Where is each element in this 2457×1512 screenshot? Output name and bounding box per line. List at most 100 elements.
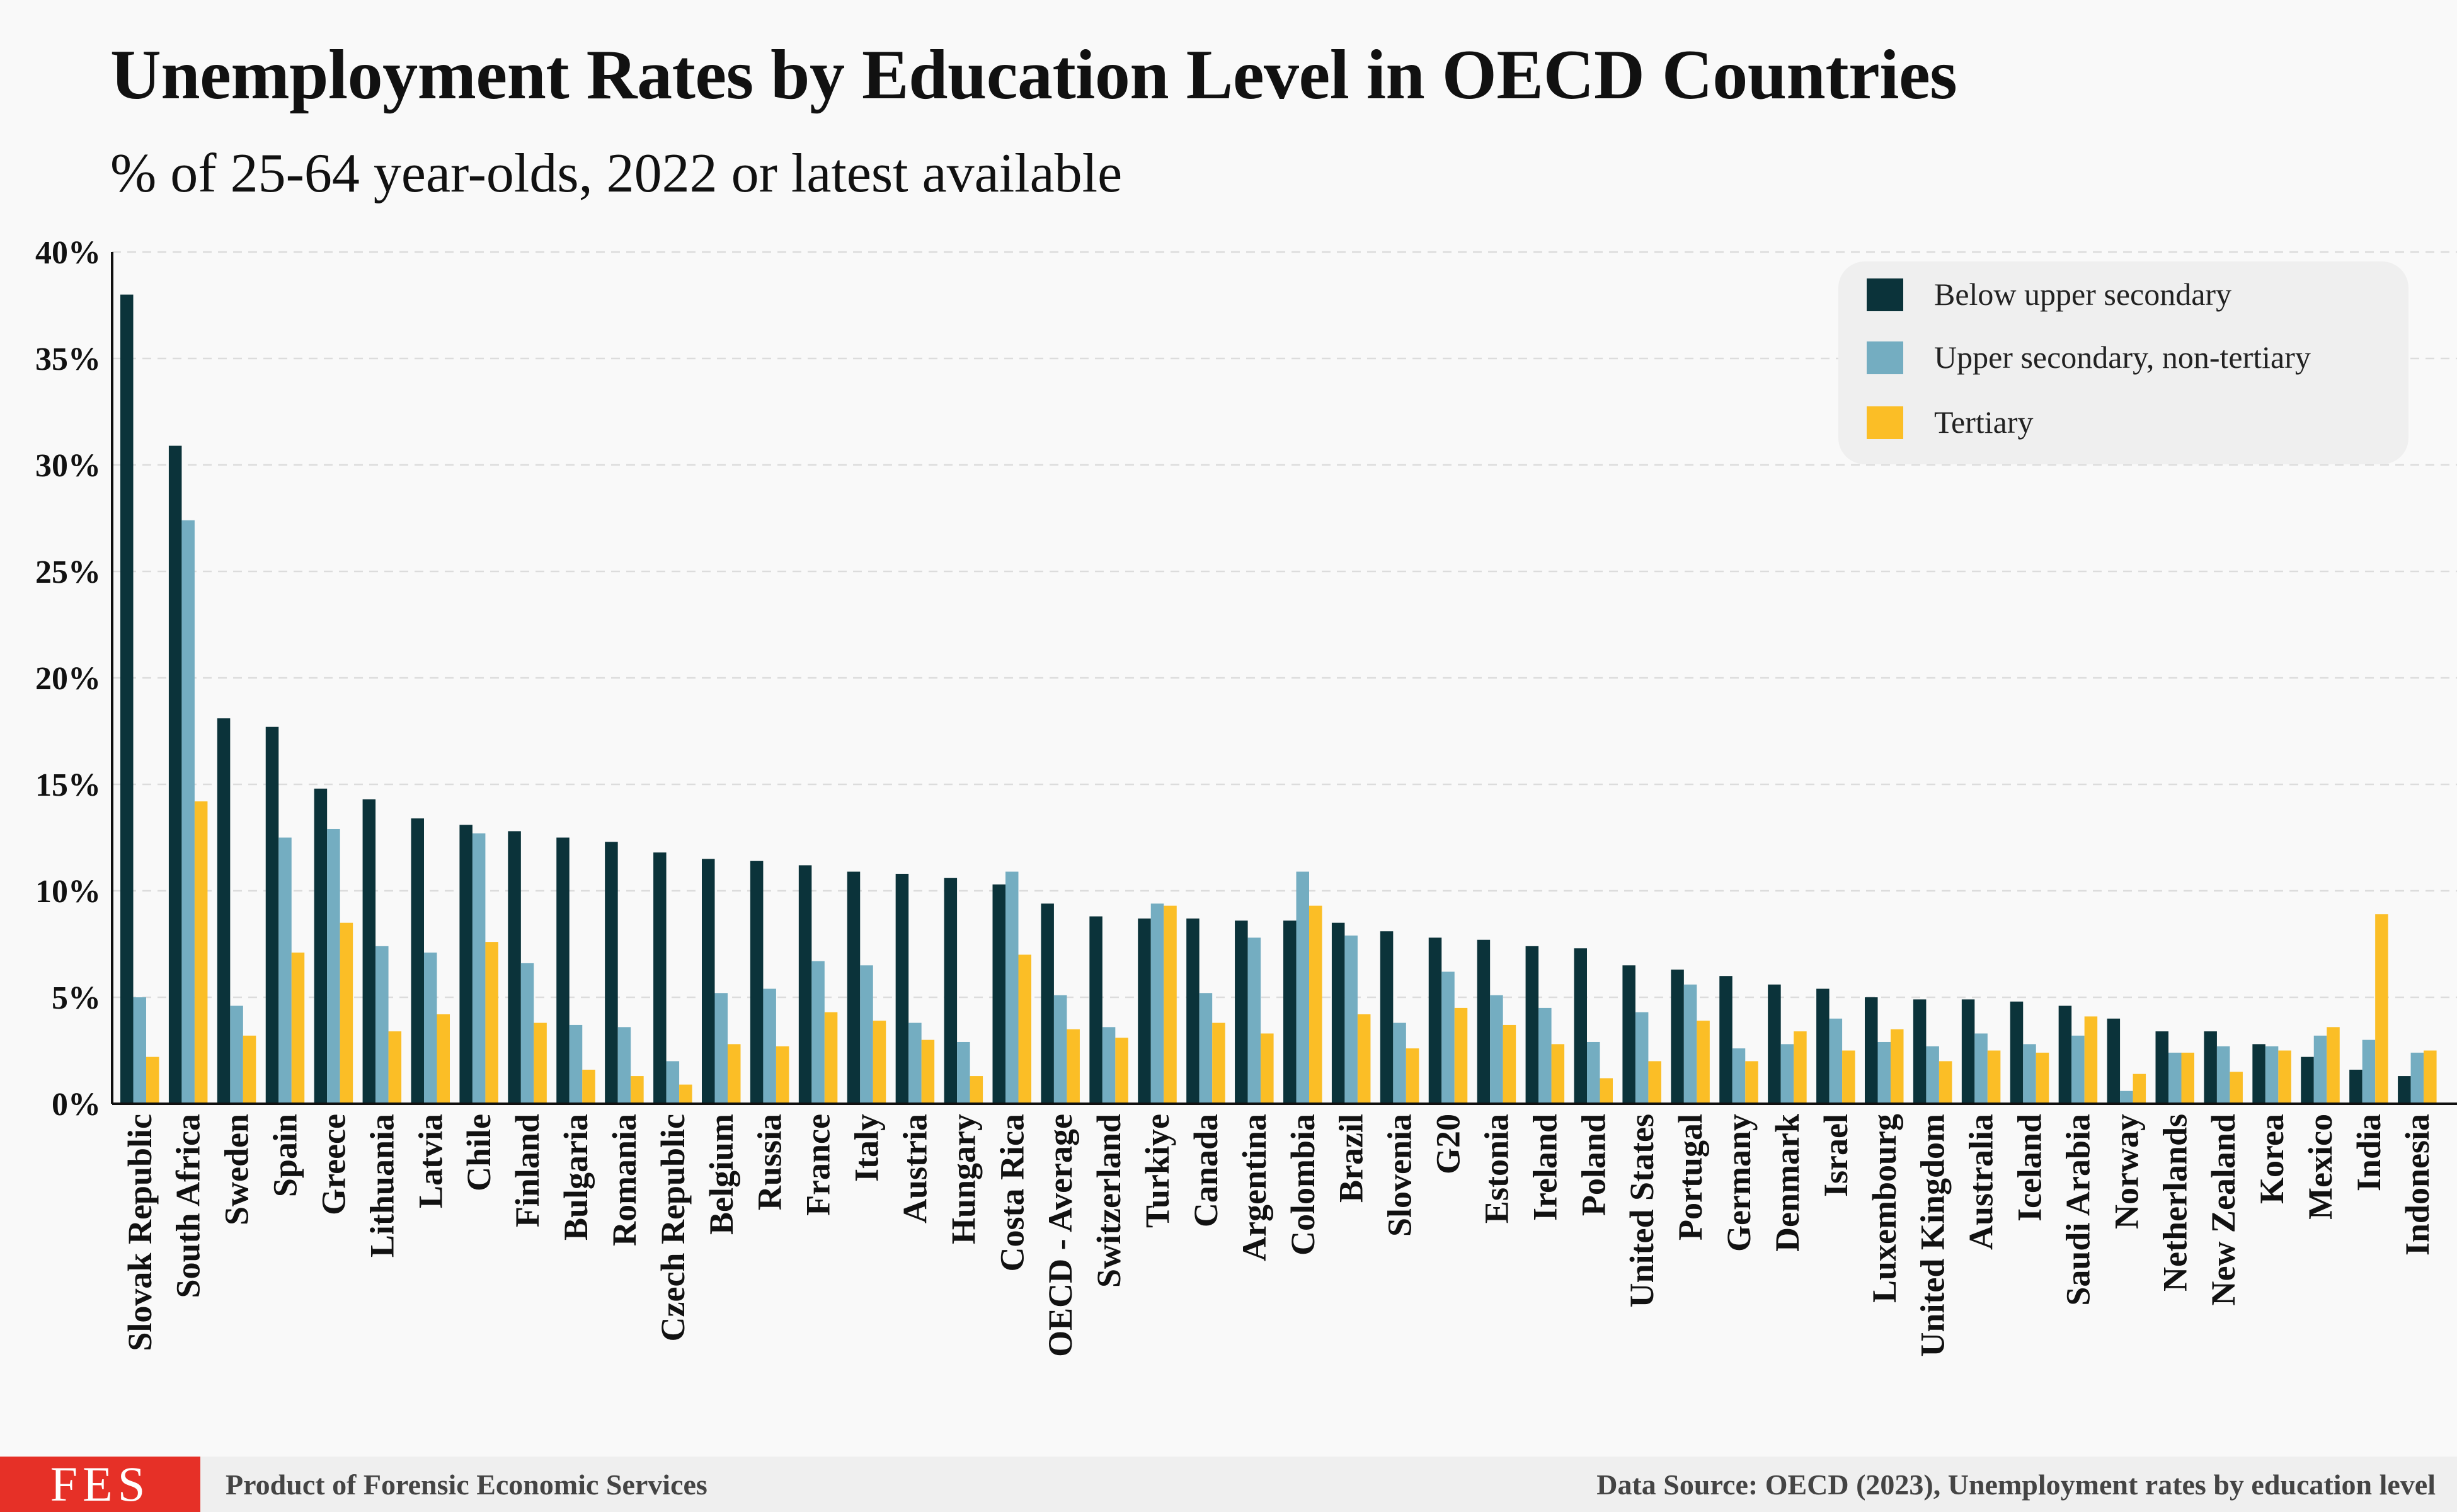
- x-tick-label: Poland: [1574, 1114, 1612, 1216]
- legend-swatch-tertiary: [1867, 406, 1903, 439]
- bar: [1089, 916, 1102, 1104]
- bar: [1865, 997, 1878, 1104]
- bar: [1454, 1007, 1468, 1104]
- bar: [1150, 903, 1164, 1104]
- bar: [278, 837, 292, 1104]
- bar: [605, 842, 618, 1104]
- x-tick-label: Chile: [460, 1114, 498, 1191]
- bar: [424, 953, 437, 1104]
- bar: [1428, 937, 1442, 1104]
- bar: [1331, 922, 1345, 1104]
- x-tick-label: Luxembourg: [1865, 1114, 1903, 1303]
- bar: [824, 1012, 838, 1104]
- x-tick-label: Lithuania: [363, 1114, 401, 1257]
- x-tick-label: Czech Republic: [654, 1114, 692, 1341]
- bar: [1212, 1022, 1225, 1104]
- bar: [2133, 1074, 2146, 1104]
- x-tick-label: Costa Rica: [993, 1114, 1031, 1271]
- y-axis-ticks: 0% 5% 10% 15% 20% 25% 30% 35% 40%: [35, 235, 101, 1123]
- bar: [1816, 988, 1830, 1104]
- bar: [472, 833, 486, 1104]
- legend-label-below-upper-secondary: Below upper secondary: [1934, 277, 2231, 312]
- bar: [1913, 999, 1927, 1104]
- bar: [776, 1046, 789, 1104]
- x-tick-label: Germany: [1720, 1114, 1758, 1252]
- bar: [230, 1005, 243, 1104]
- legend-swatch-below-upper-secondary: [1867, 278, 1903, 311]
- bar: [1939, 1061, 1952, 1104]
- bar: [1380, 931, 1394, 1104]
- bar: [750, 861, 764, 1104]
- x-tick-label: Slovenia: [1381, 1114, 1419, 1237]
- bar: [375, 946, 389, 1104]
- bar: [873, 1021, 886, 1104]
- bar: [921, 1040, 935, 1104]
- x-tick-label: United Kingdom: [1914, 1114, 1952, 1357]
- bar: [2023, 1044, 2036, 1104]
- x-tick-label: Indonesia: [2398, 1114, 2436, 1256]
- bar: [146, 1057, 159, 1104]
- bar: [1296, 871, 1309, 1104]
- bar: [1041, 903, 1054, 1104]
- y-tick-label: 20%: [35, 661, 101, 697]
- bar: [362, 799, 376, 1104]
- bar: [957, 1041, 970, 1104]
- legend-label-tertiary: Tertiary: [1934, 404, 2034, 440]
- y-tick-label: 5%: [52, 980, 101, 1016]
- y-tick-label: 25%: [35, 554, 101, 590]
- y-tick-label: 40%: [35, 235, 101, 271]
- bar: [1587, 1041, 1600, 1104]
- x-tick-label: Belgium: [702, 1114, 740, 1235]
- bar: [181, 520, 195, 1104]
- x-tick-label: Australia: [1962, 1114, 2000, 1250]
- bar: [714, 993, 728, 1104]
- x-tick-label: Canada: [1187, 1114, 1225, 1227]
- bar: [2216, 1046, 2230, 1104]
- bar: [1247, 937, 1261, 1104]
- x-tick-label: Denmark: [1768, 1114, 1806, 1252]
- bar: [2327, 1027, 2340, 1104]
- bar: [1199, 993, 1213, 1104]
- bar: [1926, 1046, 1939, 1104]
- bar: [1115, 1038, 1128, 1104]
- bar: [388, 1031, 402, 1104]
- bar: [1186, 918, 1200, 1104]
- bar: [1406, 1048, 1419, 1104]
- bar: [2362, 1040, 2376, 1104]
- bar: [314, 788, 328, 1104]
- bar: [653, 852, 667, 1104]
- bar: [534, 1022, 547, 1104]
- bar: [2107, 1018, 2121, 1104]
- bar: [1732, 1048, 1746, 1104]
- bar: [1987, 1050, 2001, 1104]
- bar: [2349, 1069, 2362, 1104]
- x-tick-label: Turkiye: [1138, 1114, 1176, 1228]
- bar: [895, 873, 909, 1104]
- x-tick-label: Greece: [314, 1114, 352, 1215]
- bar: [1671, 970, 1684, 1104]
- bar: [1891, 1029, 1904, 1104]
- bar-chart: 0% 5% 10% 15% 20% 25% 30% 35% 40% Slovak Republi…: [35, 235, 2457, 1357]
- x-tick-label: Italy: [848, 1114, 886, 1182]
- x-tick-label: Iceland: [2011, 1114, 2049, 1222]
- bar: [1138, 918, 1151, 1104]
- x-tick-label: Estonia: [1477, 1114, 1515, 1223]
- bar: [437, 1014, 450, 1104]
- x-tick-label: Russia: [751, 1114, 789, 1210]
- bar: [1164, 905, 1177, 1104]
- bar: [1719, 976, 1732, 1104]
- x-tick-label: Korea: [2253, 1114, 2291, 1204]
- bar: [265, 726, 279, 1104]
- bar: [763, 988, 776, 1104]
- x-tick-label: South Africa: [169, 1114, 207, 1298]
- bar: [617, 1027, 631, 1104]
- bar: [582, 1069, 595, 1104]
- bar: [1683, 984, 1697, 1104]
- bar: [1574, 948, 1587, 1104]
- bar: [2398, 1076, 2411, 1104]
- x-tick-label: Slovak Republic: [121, 1114, 159, 1351]
- bar: [992, 884, 1005, 1104]
- footer: FES Product of Forensic Economic Service…: [0, 1457, 2457, 1512]
- bar: [194, 801, 208, 1104]
- footer-data-source: Data Source: OECD (2023), Unemployment r…: [1596, 1469, 2436, 1501]
